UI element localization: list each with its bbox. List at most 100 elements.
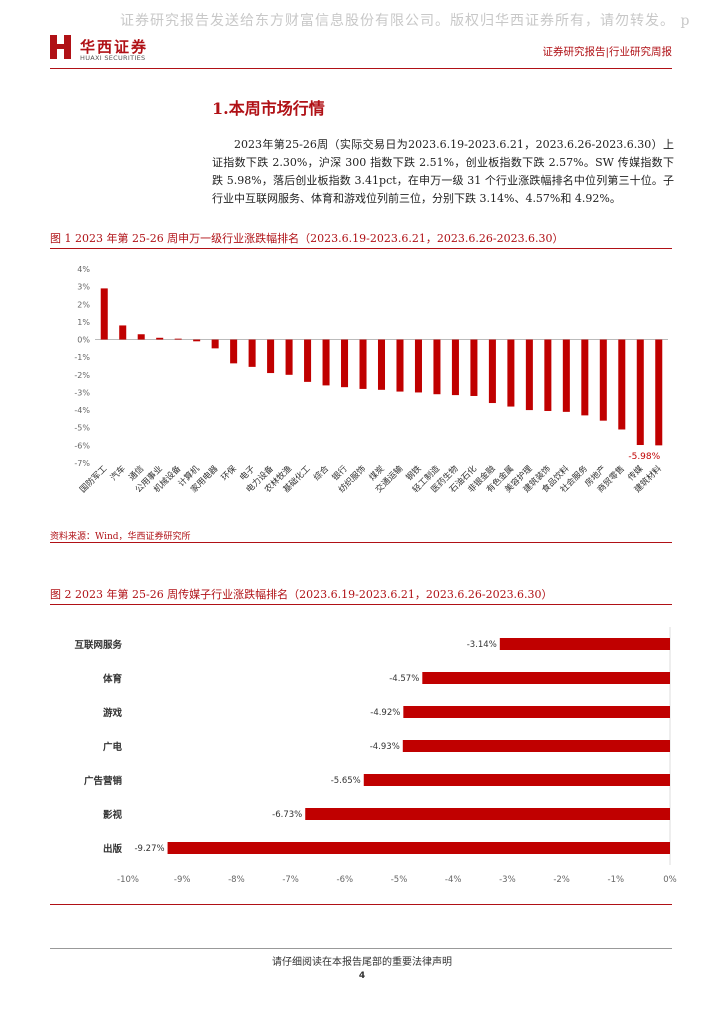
legal-notice: 请仔细阅读在本报告尾部的重要法律声明	[272, 957, 452, 968]
subindustry-value-label: -3.14%	[467, 640, 497, 650]
subindustry-category-label: 广电	[103, 741, 123, 753]
industry-bar	[248, 339, 256, 367]
y-tick-label: -4%	[74, 406, 90, 415]
subindustry-category-label: 出版	[103, 843, 123, 855]
x-tick-label: -5%	[391, 875, 408, 885]
industry-bar	[267, 339, 275, 374]
x-tick-label: 0%	[663, 875, 677, 885]
x-tick-label: -2%	[553, 875, 570, 885]
y-tick-label: -1%	[74, 353, 90, 362]
industry-bar	[507, 339, 515, 407]
y-tick-label: -2%	[74, 371, 90, 380]
industry-bar	[341, 339, 349, 388]
figure1-source: 资料来源：Wind，华西证券研究所	[50, 532, 191, 542]
figure2-bottom-rule	[50, 904, 672, 905]
subindustry-value-label: -4.92%	[370, 708, 400, 718]
industry-bar	[488, 339, 496, 404]
industry-bar	[599, 339, 607, 421]
industry-bar	[618, 339, 626, 430]
industry-bar	[636, 339, 644, 446]
y-tick-label: 0%	[77, 336, 90, 345]
subindustry-bar	[402, 740, 670, 752]
figure2-title-rule	[50, 604, 672, 605]
industry-bar	[137, 334, 145, 340]
media-value-annotation: -5.98%	[628, 452, 660, 462]
subindustry-bar	[422, 672, 670, 684]
industry-bar	[544, 339, 552, 411]
subindustry-value-label: -5.65%	[331, 776, 361, 786]
subindustry-bar	[499, 638, 670, 650]
subindustry-bar	[167, 842, 670, 854]
industry-bar	[100, 288, 108, 340]
x-tick-label: -6%	[337, 875, 354, 885]
industry-category-label: 综合	[311, 463, 331, 483]
industry-bar	[304, 339, 312, 382]
x-tick-label: -1%	[608, 875, 625, 885]
industry-bar	[285, 339, 293, 375]
industry-bar	[193, 339, 201, 342]
subindustry-value-label: -4.93%	[370, 742, 400, 752]
y-tick-label: 1%	[77, 318, 90, 327]
subindustry-bar	[305, 808, 670, 820]
industry-bar	[174, 338, 182, 340]
industry-bar	[156, 337, 164, 340]
industry-bar	[655, 339, 663, 446]
y-tick-label: 3%	[77, 283, 90, 292]
subindustry-category-label: 影视	[103, 809, 123, 821]
industry-bar	[581, 339, 589, 416]
industry-bar	[470, 339, 478, 396]
y-tick-label: 2%	[77, 300, 90, 309]
industry-bar	[377, 339, 386, 390]
x-tick-label: -4%	[445, 875, 462, 885]
industry-category-label: 环保	[219, 463, 239, 483]
subindustry-bar	[403, 706, 670, 718]
industry-bar	[396, 339, 404, 392]
industry-bar	[414, 339, 422, 393]
footer-divider	[50, 948, 672, 949]
watermark: 证券研究报告发送给东方财富信息股份有限公司。版权归华西证券所有，请勿转发。 p	[120, 13, 691, 29]
figure1-bottom-rule	[50, 542, 672, 543]
logo-text-cn: 华西证券	[80, 38, 149, 56]
x-tick-label: -7%	[282, 875, 299, 885]
industry-bar	[211, 339, 219, 349]
x-tick-label: -9%	[174, 875, 191, 885]
subindustry-category-label: 体育	[103, 673, 123, 685]
huaxi-logo-icon	[50, 35, 71, 59]
header-divider	[50, 68, 672, 69]
y-tick-label: -6%	[74, 441, 90, 450]
industry-category-label: 汽车	[108, 463, 128, 483]
y-tick-label: 4%	[77, 265, 90, 274]
page-number: 4	[358, 971, 366, 981]
figure1-title: 图 1 2023 年第 25-26 周申万一级行业涨跌幅排名（2023.6.19…	[50, 232, 564, 245]
industry-bar	[322, 339, 330, 386]
subindustry-category-label: 广告营销	[84, 775, 123, 787]
industry-bar	[433, 339, 441, 395]
subindustry-category-label: 游戏	[103, 707, 123, 719]
industry-bar	[562, 339, 570, 412]
report-type: 证券研究报告|行业研究周报	[542, 46, 672, 58]
figure1-title-rule	[50, 248, 672, 249]
market-summary-text: 2023年第25-26周（实际交易日为2023.6.19-2023.6.21，2…	[212, 138, 674, 205]
figure2-title: 图 2 2023 年第 25-26 周传媒子行业涨跌幅排名（2023.6.19-…	[50, 588, 553, 601]
subindustry-value-label: -6.73%	[272, 810, 302, 820]
y-tick-label: -7%	[74, 459, 90, 468]
industry-bar-chart: 4%3%2%1%0%-1%-2%-3%-4%-5%-6%-7% 国防军工 汽车 通信…	[74, 265, 668, 495]
section-title: 1.本周市场行情	[212, 99, 325, 118]
x-tick-label: -8%	[228, 875, 245, 885]
industry-bar	[451, 339, 459, 396]
subindustry-value-label: -4.57%	[389, 674, 419, 684]
logo-text-en: HUAXI SECURITIES	[80, 54, 146, 62]
subindustry-bar	[363, 774, 670, 786]
subindustry-value-label: -9.27%	[134, 844, 164, 854]
market-summary-paragraph: 2023年第25-26周（实际交易日为2023.6.19-2023.6.21，2…	[212, 136, 674, 208]
industry-bar	[359, 339, 367, 389]
x-tick-label: -3%	[499, 875, 516, 885]
x-tick-label: -10%	[117, 875, 139, 885]
y-tick-label: -5%	[74, 424, 90, 433]
industry-bar	[119, 325, 127, 340]
subindustry-category-label: 互联网服务	[74, 639, 122, 651]
industry-bar	[525, 339, 533, 411]
y-tick-label: -3%	[74, 388, 90, 397]
industry-bar	[230, 339, 238, 364]
